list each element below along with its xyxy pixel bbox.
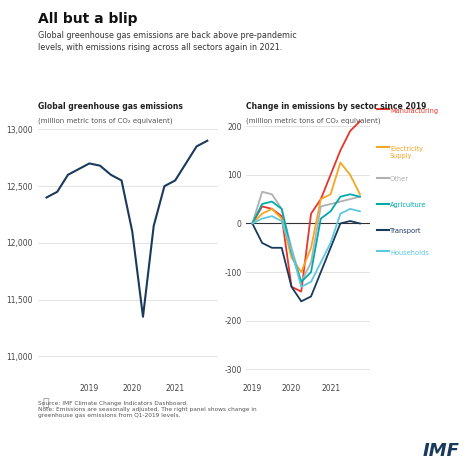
Text: All but a blip: All but a blip xyxy=(38,12,137,26)
Text: Households: Households xyxy=(390,250,429,256)
Text: IMF: IMF xyxy=(423,442,460,460)
Text: Other: Other xyxy=(390,176,409,182)
Text: Global greenhouse gas emissions are back above pre-pandemic
levels, with emissio: Global greenhouse gas emissions are back… xyxy=(38,31,297,52)
Text: 〜: 〜 xyxy=(43,398,49,408)
Text: Global greenhouse gas emissions: Global greenhouse gas emissions xyxy=(38,102,183,111)
Text: Transport: Transport xyxy=(390,228,421,235)
Text: Agriculture: Agriculture xyxy=(390,202,427,209)
Text: Source: IMF Climate Change Indicators Dashboard.
Note: Emissions are seasonally : Source: IMF Climate Change Indicators Da… xyxy=(38,401,256,419)
Text: (million metric tons of CO₂ equivalent): (million metric tons of CO₂ equivalent) xyxy=(246,117,381,124)
Text: Change in emissions by sector since 2019: Change in emissions by sector since 2019 xyxy=(246,102,427,111)
Text: Manufacturing: Manufacturing xyxy=(390,108,438,114)
Text: Electricity
Supply: Electricity Supply xyxy=(390,146,423,158)
Text: (million metric tons of CO₂ equivalent): (million metric tons of CO₂ equivalent) xyxy=(38,117,173,124)
